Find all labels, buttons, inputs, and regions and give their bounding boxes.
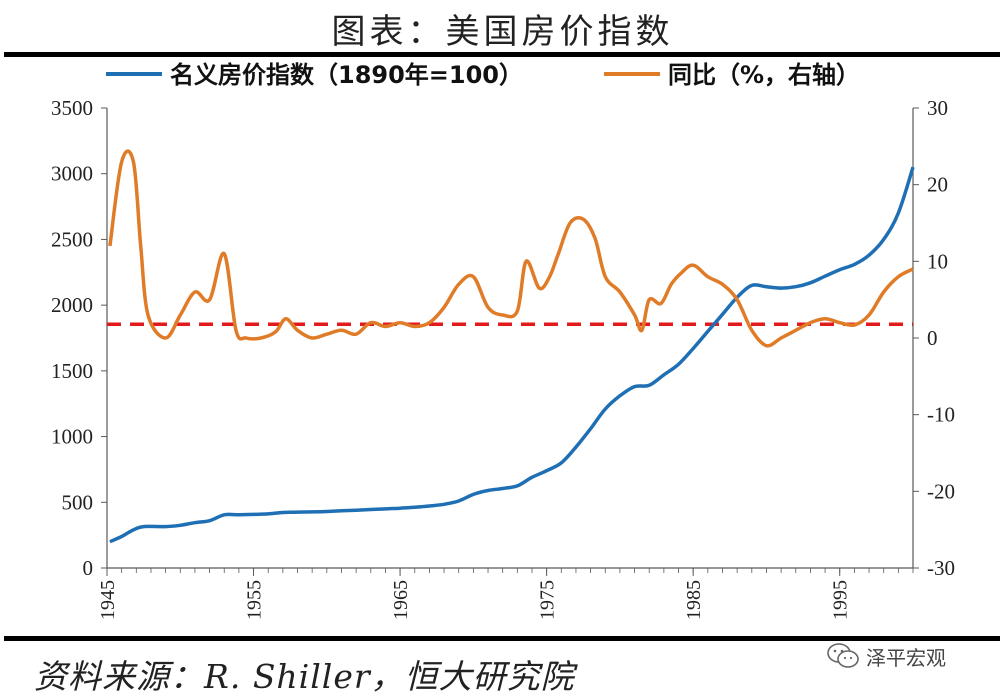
source-note: 资料来源：R. Shiller，恒大研究院 (34, 657, 575, 696)
left-tick-label: 2500 (51, 227, 93, 251)
x-tick-label: 1965 (390, 580, 412, 620)
legend-label: 同比（%，右轴） (668, 61, 860, 89)
series (107, 149, 915, 544)
wechat-icon (827, 643, 859, 668)
right-tick-label: -20 (927, 479, 955, 503)
left-tick-label: 0 (83, 556, 94, 580)
bottom-rule (4, 636, 1000, 641)
left-tick-label: 3000 (51, 162, 93, 186)
left-tick-label: 2000 (51, 293, 93, 317)
legend: 名义房价指数（1890年=100） 同比（%，右轴） (106, 61, 860, 89)
ticks: 3500 3000 2500 2000 1500 1000 500 0 30 20 10 0 -10 -2… (51, 96, 955, 620)
left-tick-label: 500 (62, 490, 94, 514)
left-tick-label: 1500 (51, 359, 93, 383)
x-tick-label: 1985 (683, 580, 705, 620)
yoy-change-line (108, 149, 914, 348)
right-tick-label: -30 (927, 556, 955, 580)
legend-label: 名义房价指数（1890年=100） (170, 61, 523, 89)
right-tick-label: 20 (927, 173, 948, 197)
axes (106, 108, 914, 569)
x-tick-label: 1975 (537, 580, 559, 620)
page-title: 图表：美国房价指数 (331, 12, 674, 52)
x-tick-label: 1995 (830, 580, 852, 620)
right-tick-label: 10 (927, 249, 948, 273)
left-tick-label: 1000 (51, 425, 93, 449)
left-tick-label: 3500 (51, 96, 93, 120)
chart: 名义房价指数（1890年=100） 同比（%，右轴） 35003000250020… (51, 61, 955, 620)
right-tick-label: 0 (927, 326, 938, 350)
watermark-text: 泽平宏观 (866, 645, 946, 670)
x-tick-label: 1955 (244, 580, 266, 620)
x-tick-label: 1945 (97, 580, 119, 620)
watermark: 泽平宏观 (826, 641, 946, 671)
right-tick-label: 30 (927, 96, 948, 120)
top-rule (4, 52, 1000, 57)
right-tick-label: -10 (927, 403, 955, 427)
house-price-index-line (109, 166, 915, 544)
